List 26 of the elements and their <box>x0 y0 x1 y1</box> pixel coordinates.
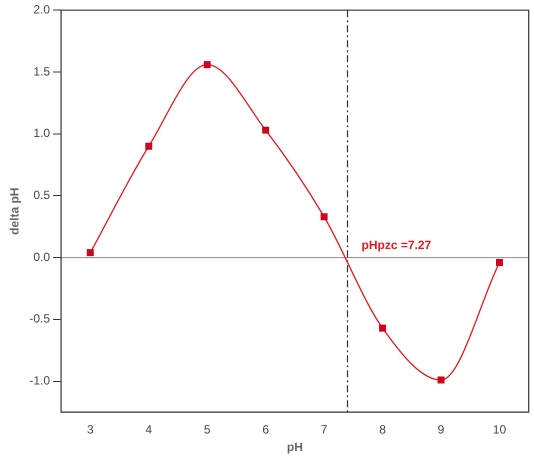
y-tick-label: 2.0 <box>33 2 50 17</box>
annotation: pHpzc =7.27 <box>361 238 432 252</box>
x-tick-label: 8 <box>379 422 386 437</box>
point <box>379 324 386 332</box>
x-tick-label: 3 <box>86 422 94 437</box>
x-tick-label: 9 <box>438 422 445 437</box>
x-tick-label: 7 <box>320 422 328 437</box>
y-tick-label: 1.5 <box>33 64 50 78</box>
y-tick-label: 0.0 <box>33 250 50 264</box>
point <box>145 142 152 150</box>
y-tick-label: -1.0 <box>29 374 50 388</box>
point <box>320 213 328 220</box>
point <box>438 376 444 384</box>
point <box>262 126 270 134</box>
x-tick-label: 5 <box>204 422 211 437</box>
y-axis-title: delta pH <box>8 188 22 235</box>
point <box>496 259 503 266</box>
point <box>86 249 94 256</box>
y-tick-label: 0.5 <box>33 188 50 202</box>
y-tick-label: 1.0 <box>33 126 50 140</box>
x-tick-label: 10 <box>492 422 506 437</box>
x-tick-label: 6 <box>262 422 270 437</box>
x-axis-title: pH <box>286 440 303 454</box>
x-tick-label: 4 <box>145 422 152 437</box>
point <box>204 61 211 68</box>
y-tick-label: -0.5 <box>29 312 50 326</box>
